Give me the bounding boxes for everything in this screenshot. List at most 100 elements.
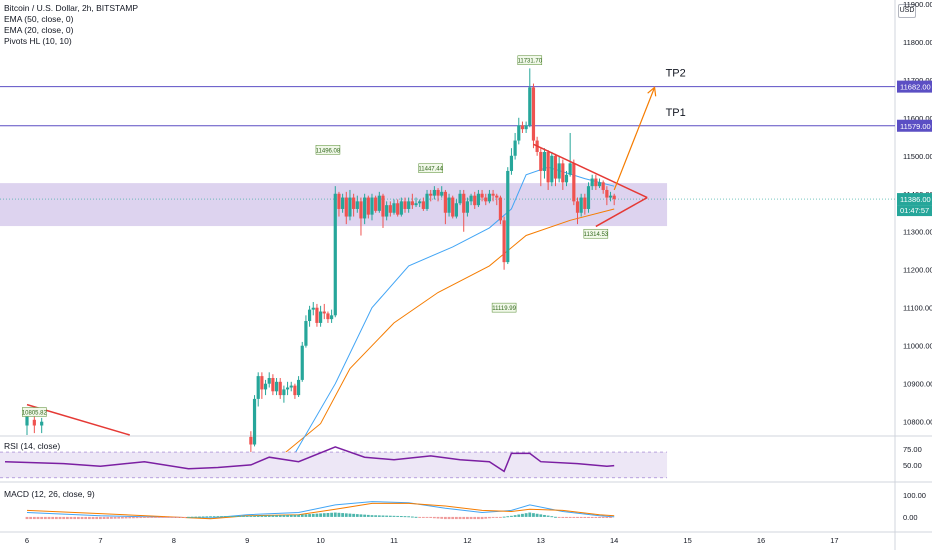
level-label-tp1: TP1 — [666, 107, 686, 119]
rsi-tick-label: 50.00 — [903, 461, 922, 470]
tp2-price-tag: 11682.00 — [900, 83, 931, 92]
candle-body — [432, 189, 436, 196]
macd-histogram-bar — [194, 516, 198, 518]
ema50-line — [276, 208, 615, 461]
currency-selector[interactable]: USD — [898, 4, 916, 18]
candle-body — [374, 197, 378, 211]
time-tick-label: 14 — [610, 536, 618, 545]
pivot-label-box — [517, 55, 543, 65]
candle-body — [605, 189, 609, 198]
time-tick-label: 9 — [245, 536, 249, 545]
macd-histogram-bar — [363, 514, 367, 517]
macd-histogram-bar — [43, 516, 47, 520]
macd-histogram-bar — [300, 514, 304, 517]
candle-body — [480, 193, 484, 198]
macd-histogram-bar — [80, 516, 84, 520]
candle-body — [296, 379, 301, 396]
level-label-tp2: TP2 — [666, 68, 686, 80]
macd-histogram-bar — [143, 516, 146, 518]
macd-histogram-bar — [499, 516, 502, 518]
macd-histogram-bar — [477, 516, 480, 520]
candle-body — [311, 307, 315, 310]
candle-body — [304, 321, 308, 346]
candle-body — [348, 197, 352, 217]
macd-histogram-bar — [480, 516, 484, 520]
macd-histogram-bar — [205, 516, 209, 518]
candle-body — [546, 151, 550, 183]
price-tick-label: 11300.00 — [903, 228, 932, 237]
macd-histogram-bar — [473, 516, 477, 520]
macd-histogram-bar — [289, 514, 293, 517]
tp1-price-tag-bg — [897, 119, 932, 132]
tp2-price-tag-bg — [897, 80, 932, 93]
candle-body — [385, 205, 389, 217]
candle-body — [517, 125, 521, 141]
candle-body — [399, 201, 403, 215]
candle-body — [469, 195, 473, 202]
macd-histogram-bar — [319, 513, 322, 517]
macd-histogram-bar — [579, 516, 583, 518]
rsi-tick-label: 75.00 — [903, 445, 922, 454]
macd-histogram-bar — [65, 516, 69, 520]
macd-histogram-bar — [198, 516, 201, 518]
macd-histogram-bar — [392, 515, 396, 517]
price-tick-label: 10800.00 — [903, 418, 932, 427]
time-tick-label: 10 — [316, 536, 324, 545]
macd-pane-label: MACD (12, 26, close, 9) — [4, 489, 95, 499]
candle-body — [484, 197, 488, 202]
candle-body — [341, 197, 345, 209]
candle-body — [440, 191, 444, 196]
candle-body — [414, 203, 418, 206]
candle-body — [579, 197, 583, 213]
price-tick-label: 11800.00 — [903, 38, 932, 47]
macd-histogram-bar — [370, 515, 374, 517]
candle-body — [363, 197, 367, 219]
macd-histogram-bar — [388, 515, 392, 517]
macd-histogram-bar — [410, 516, 414, 518]
macd-histogram-bar — [583, 516, 587, 518]
candle-body — [355, 201, 359, 209]
candle-body — [300, 345, 304, 380]
macd-histogram-bar — [135, 516, 139, 519]
pivot-label-box — [315, 145, 341, 155]
macd-histogram-bar — [146, 516, 150, 518]
candle-body — [366, 197, 370, 215]
macd-histogram-bar — [550, 516, 554, 518]
consolidation-zone — [0, 183, 668, 227]
macd-histogram-bar — [432, 516, 436, 519]
legend-symbol: Bitcoin / U.S. Dollar, 2h, BITSTAMP — [4, 3, 138, 13]
time-tick-label: 13 — [537, 536, 545, 545]
macd-histogram-bar — [598, 516, 601, 518]
macd-histogram-bar — [293, 514, 297, 517]
macd-histogram-bar — [73, 516, 77, 520]
macd-tick-label: 0.00 — [903, 513, 918, 522]
macd-histogram-bar — [572, 516, 576, 518]
candle-body — [487, 193, 492, 202]
macd-histogram-bar — [344, 513, 348, 517]
candle-body — [443, 191, 447, 213]
candle-body — [274, 381, 279, 392]
macd-histogram-bar — [62, 516, 66, 520]
macd-histogram-bar — [539, 514, 543, 517]
macd-histogram-bar — [333, 512, 337, 517]
macd-histogram-bar — [576, 516, 579, 518]
macd-histogram-bar — [150, 516, 154, 518]
time-tick-label: 7 — [98, 536, 102, 545]
macd-histogram-bar — [440, 516, 444, 519]
countdown-tag: 01:47:57 — [900, 206, 929, 215]
candle-body — [330, 315, 334, 320]
candle-body — [40, 421, 44, 426]
candle-body — [293, 385, 297, 396]
macd-histogram-bar — [190, 516, 194, 518]
macd-histogram-bar — [172, 516, 176, 518]
pivot-label: 11119.99 — [492, 306, 516, 312]
candle-body — [249, 436, 253, 445]
macd-histogram-bar — [315, 513, 319, 517]
pivot-label: 11314.53 — [584, 232, 609, 238]
candle-body — [491, 193, 495, 196]
candle-body — [528, 87, 532, 126]
macd-histogram-bar — [40, 516, 44, 520]
candle-body — [418, 201, 422, 204]
candle-body — [564, 174, 569, 183]
